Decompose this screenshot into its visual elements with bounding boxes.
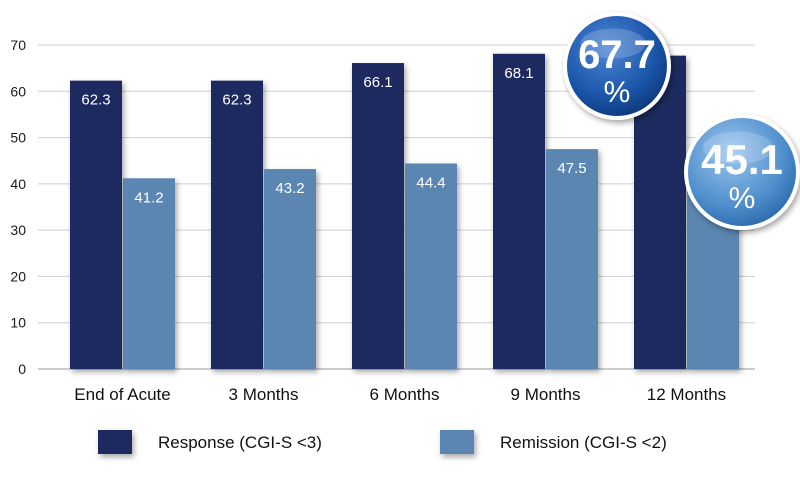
bar <box>352 63 404 370</box>
callout-highlight <box>702 131 774 164</box>
callout-value: 67.7 <box>578 33 656 77</box>
callouts: 67.7%45.1% <box>563 12 800 230</box>
x-axis-labels: End of Acute 3 Months 6 Months 9 Months 12 M… <box>74 385 726 404</box>
bars <box>70 53 739 370</box>
y-axis-ticks: 0 10 20 30 40 50 60 70 <box>10 37 26 377</box>
legend-swatch <box>440 430 474 454</box>
bar <box>264 169 316 369</box>
y-tick-label: 40 <box>10 176 26 192</box>
percent-callout-badge: 67.7% <box>563 12 671 120</box>
bar-value-label: 62.3 <box>81 92 110 109</box>
callout-highlight <box>580 28 646 59</box>
y-tick-label: 70 <box>10 37 26 53</box>
y-tick-label: 20 <box>10 268 26 284</box>
y-tick-label: 50 <box>10 130 26 146</box>
y-tick-label: 10 <box>10 315 26 331</box>
y-tick-label: 0 <box>18 361 26 377</box>
legend-swatch <box>98 430 132 454</box>
bar-value-label: 66.1 <box>363 74 392 91</box>
legend: Response (CGI-S <3) Remission (CGI-S <2) <box>98 430 667 454</box>
callout-disc <box>567 16 667 116</box>
bar-value-label: 62.3 <box>222 92 251 109</box>
callout-unit: % <box>604 76 631 109</box>
bar <box>211 80 263 369</box>
legend-label: Response (CGI-S <3) <box>158 433 322 452</box>
callout-disc <box>688 118 796 226</box>
x-category-label: End of Acute <box>74 385 170 404</box>
y-tick-label: 30 <box>10 222 26 238</box>
bar <box>123 178 175 369</box>
bar <box>546 149 598 369</box>
bar <box>493 53 545 370</box>
percent-callout-badge: 45.1% <box>684 114 800 230</box>
callout-value: 45.1 <box>701 136 783 183</box>
bar <box>70 80 122 369</box>
bar-value-labels: 62.3 41.2 62.3 43.2 66.1 44.4 68.1 47.5 <box>81 65 586 207</box>
bar <box>405 163 457 369</box>
bar-value-label: 44.4 <box>416 174 445 191</box>
callout-unit: % <box>729 182 756 215</box>
x-category-label: 3 Months <box>229 385 299 404</box>
bar-value-label: 47.5 <box>557 160 586 177</box>
x-category-label: 6 Months <box>370 385 440 404</box>
x-category-label: 9 Months <box>511 385 581 404</box>
legend-label: Remission (CGI-S <2) <box>500 433 667 452</box>
bar-value-label: 68.1 <box>504 65 533 82</box>
x-category-label: 12 Months <box>647 385 726 404</box>
bar-value-label: 43.2 <box>275 180 304 197</box>
y-tick-label: 60 <box>10 83 26 99</box>
bar-value-label: 41.2 <box>134 189 163 206</box>
